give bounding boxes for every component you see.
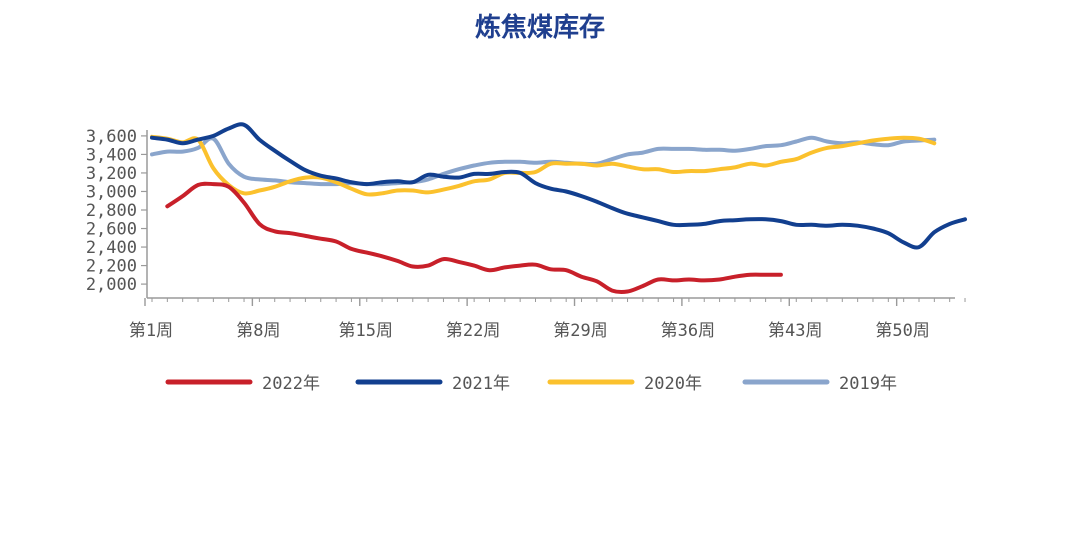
y-tick-label: 2,600 [86,220,137,240]
x-tick-label: 第29周 [553,321,607,341]
legend: 2022年 2021年 2020年 2019年 [165,374,897,394]
axes: 2,0002,2002,4002,6002,8003,0003,2003,400… [86,127,966,341]
x-tick-label: 第8周 [236,321,280,341]
chart-title: 炼焦煤库存 [475,12,605,43]
x-tick-label: 第50周 [875,321,929,341]
legend-label-2022年: 2022年 [262,374,320,394]
y-tick-label: 3,600 [86,127,137,147]
x-tick-label: 第22周 [446,321,500,341]
legend-label-2021年: 2021年 [452,374,510,394]
x-tick-label: 第36周 [661,321,715,341]
y-tick-label: 2,400 [86,238,137,258]
y-tick-label: 2,800 [86,201,137,221]
y-tick-label: 3,200 [86,164,137,184]
x-tick-label: 第43周 [768,321,822,341]
x-tick-label: 第1周 [129,321,173,341]
series-line-2022年 [165,181,783,295]
series-group [150,122,967,295]
legend-label-2019年: 2019年 [839,374,897,394]
y-tick-label: 2,200 [86,257,137,277]
y-tick-label: 2,000 [86,275,137,295]
legend-label-2020年: 2020年 [644,374,702,394]
x-tick-label: 第15周 [339,321,393,341]
y-tick-label: 3,000 [86,182,137,202]
y-tick-label: 3,400 [86,145,137,165]
series-line-2021年 [150,122,967,250]
series-line-2019年 [150,135,937,187]
series-line-2020年 [150,134,937,197]
